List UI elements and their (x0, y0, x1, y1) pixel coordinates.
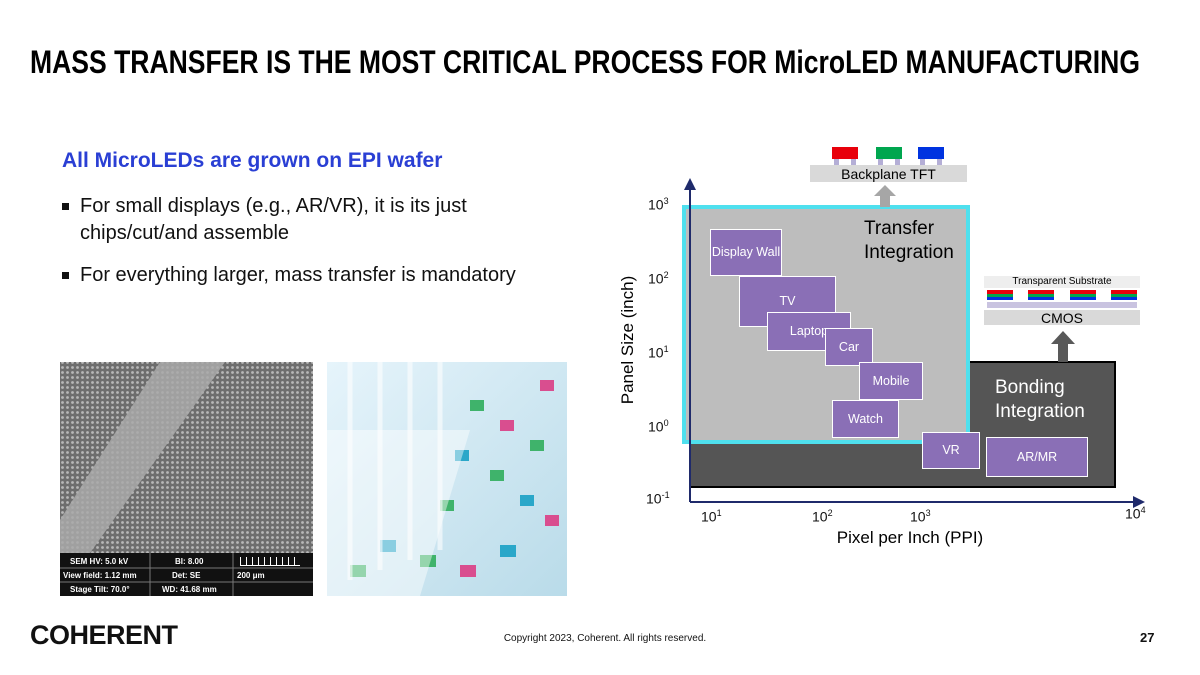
application-box: Mobile (859, 362, 923, 400)
y-axis-label: Panel Size (inch) (618, 275, 637, 405)
x-tick-label: 101 (701, 508, 722, 525)
led-pads (834, 159, 942, 165)
led-chips (350, 380, 559, 577)
application-box: Car (825, 328, 873, 366)
micro-leds (987, 290, 1137, 308)
application-box: Watch (832, 400, 899, 438)
backplane (810, 165, 967, 182)
y-tick-label: 10-1 (646, 490, 670, 507)
substrate-label: Transparent Substrate (1012, 276, 1112, 287)
sem-info: View field: 1.12 mm (63, 571, 137, 580)
x-axis-label: Pixel per Inch (PPI) (836, 528, 984, 547)
x-axis-arrow (1133, 496, 1145, 508)
logo: COHERENT (30, 620, 178, 650)
bonding-label: Bonding Integration (995, 377, 1085, 422)
sem-strip (60, 362, 225, 553)
y-axis-arrow (684, 178, 696, 190)
sem-info: BI: 8.00 (175, 557, 204, 566)
bonding-arrow (1051, 331, 1075, 362)
backplane-label: Backplane TFT (841, 166, 936, 182)
y-tick-label: 100 (648, 418, 669, 435)
heading: All MicroLEDs are grown on EPI wafer (62, 149, 443, 172)
transfer-pins (347, 362, 443, 580)
page-number: 27 (1140, 630, 1155, 645)
sem-info: 200 μm (237, 571, 265, 580)
red-led (832, 147, 858, 159)
bullet: For everything larger, mass transfer is … (62, 262, 550, 289)
sem-info: Stage Tilt: 70.0° (70, 585, 130, 594)
cmos-label: CMOS (1041, 310, 1083, 326)
blue-led (918, 147, 944, 159)
x-tick-label: 102 (812, 508, 833, 525)
transfer-label: Transfer Integration (864, 218, 954, 263)
transfer-arrow (874, 185, 896, 207)
slide-title: MASS TRANSFER IS THE MOST CRITICAL PROCE… (30, 44, 1140, 80)
x-tick-label: 104 (1125, 505, 1146, 522)
sem-info: WD: 41.68 mm (162, 585, 217, 594)
y-tick-label: 101 (648, 344, 669, 361)
application-box: Display Wall (710, 229, 782, 276)
transparent-substrate (984, 276, 1140, 288)
cmos (984, 310, 1140, 325)
sem-info: Det: SE (172, 571, 201, 580)
sem-info: SEM HV: 5.0 kV (70, 557, 129, 566)
application-box: VR (922, 432, 980, 469)
bullet: For small displays (e.g., AR/VR), it is … (62, 193, 550, 247)
x-tick-label: 103 (910, 508, 931, 525)
y-tick-label: 103 (648, 196, 669, 213)
copyright: Copyright 2023, Coherent. All rights res… (503, 633, 707, 644)
application-box: AR/MR (986, 437, 1088, 477)
green-led (876, 147, 902, 159)
y-tick-label: 102 (648, 270, 669, 287)
transfer-image (327, 362, 567, 596)
glass-plate (327, 430, 470, 596)
sem-scale (240, 557, 300, 566)
